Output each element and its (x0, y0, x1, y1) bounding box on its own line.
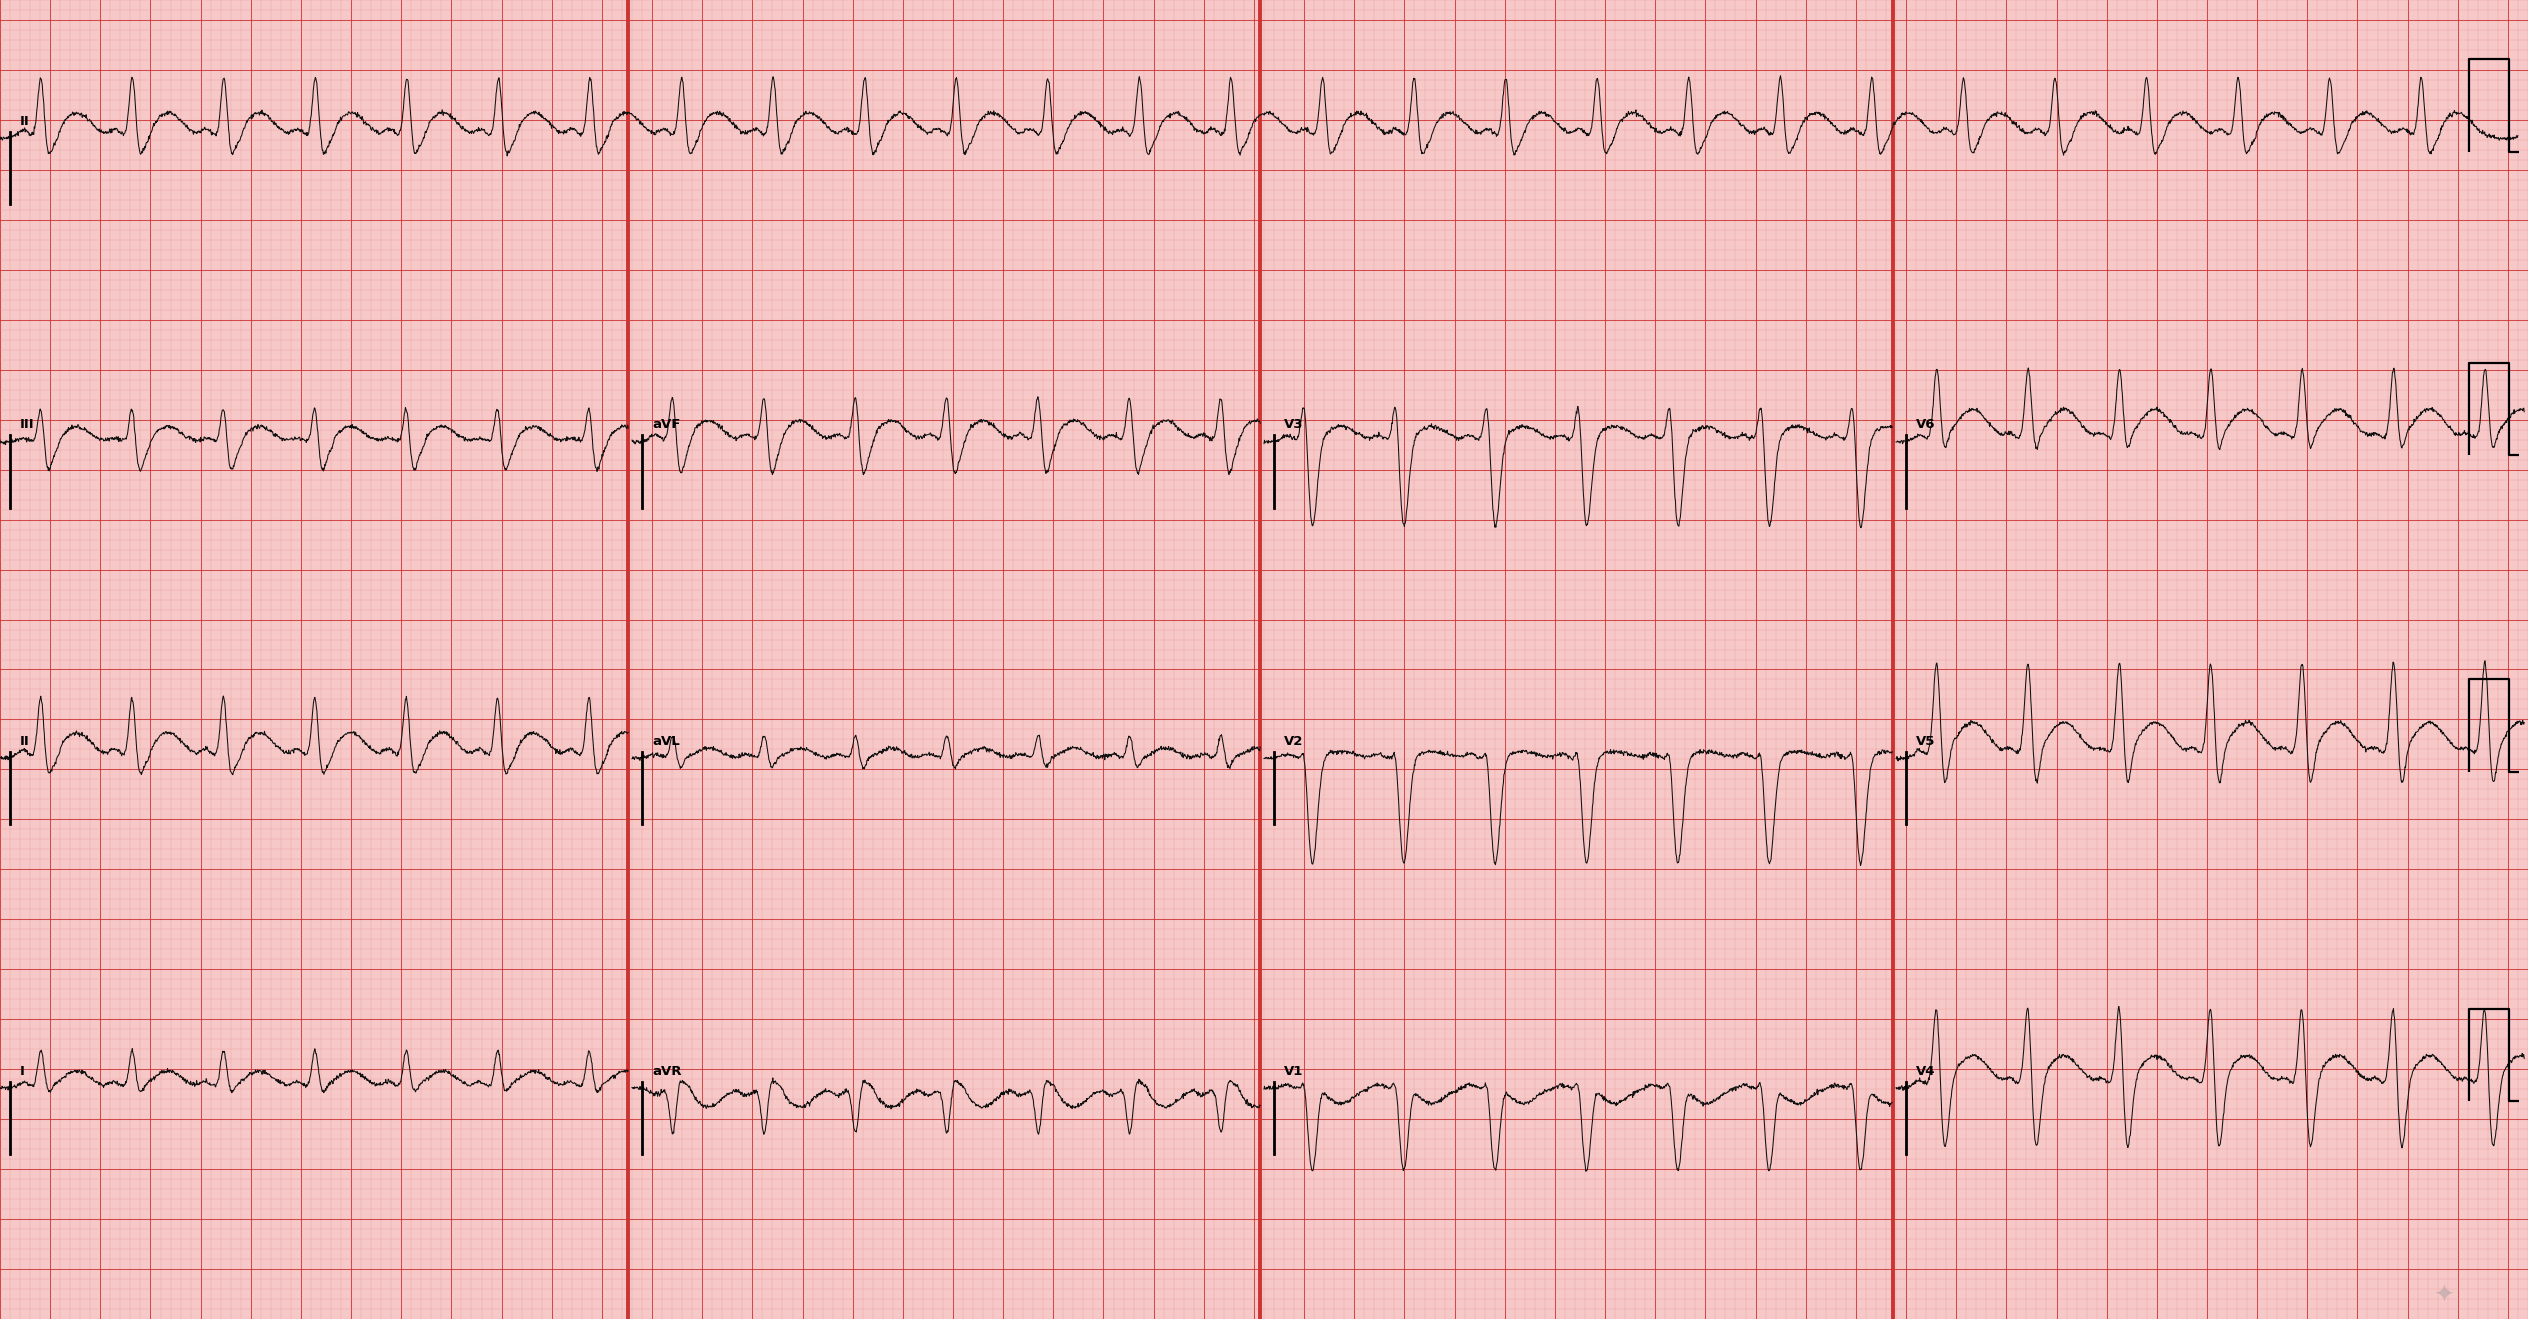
Text: V4: V4 (1916, 1064, 1936, 1078)
Text: III: III (20, 418, 35, 431)
Text: V1: V1 (1284, 1064, 1304, 1078)
Text: V6: V6 (1916, 418, 1936, 431)
Text: aVR: aVR (652, 1064, 683, 1078)
Text: aVF: aVF (652, 418, 680, 431)
Text: V2: V2 (1284, 735, 1304, 748)
Text: aVL: aVL (652, 735, 680, 748)
Text: II: II (20, 735, 30, 748)
Text: ✦: ✦ (2434, 1283, 2455, 1307)
Text: V5: V5 (1916, 735, 1936, 748)
Text: V3: V3 (1284, 418, 1304, 431)
Text: I: I (20, 1064, 25, 1078)
Text: II: II (20, 115, 30, 128)
